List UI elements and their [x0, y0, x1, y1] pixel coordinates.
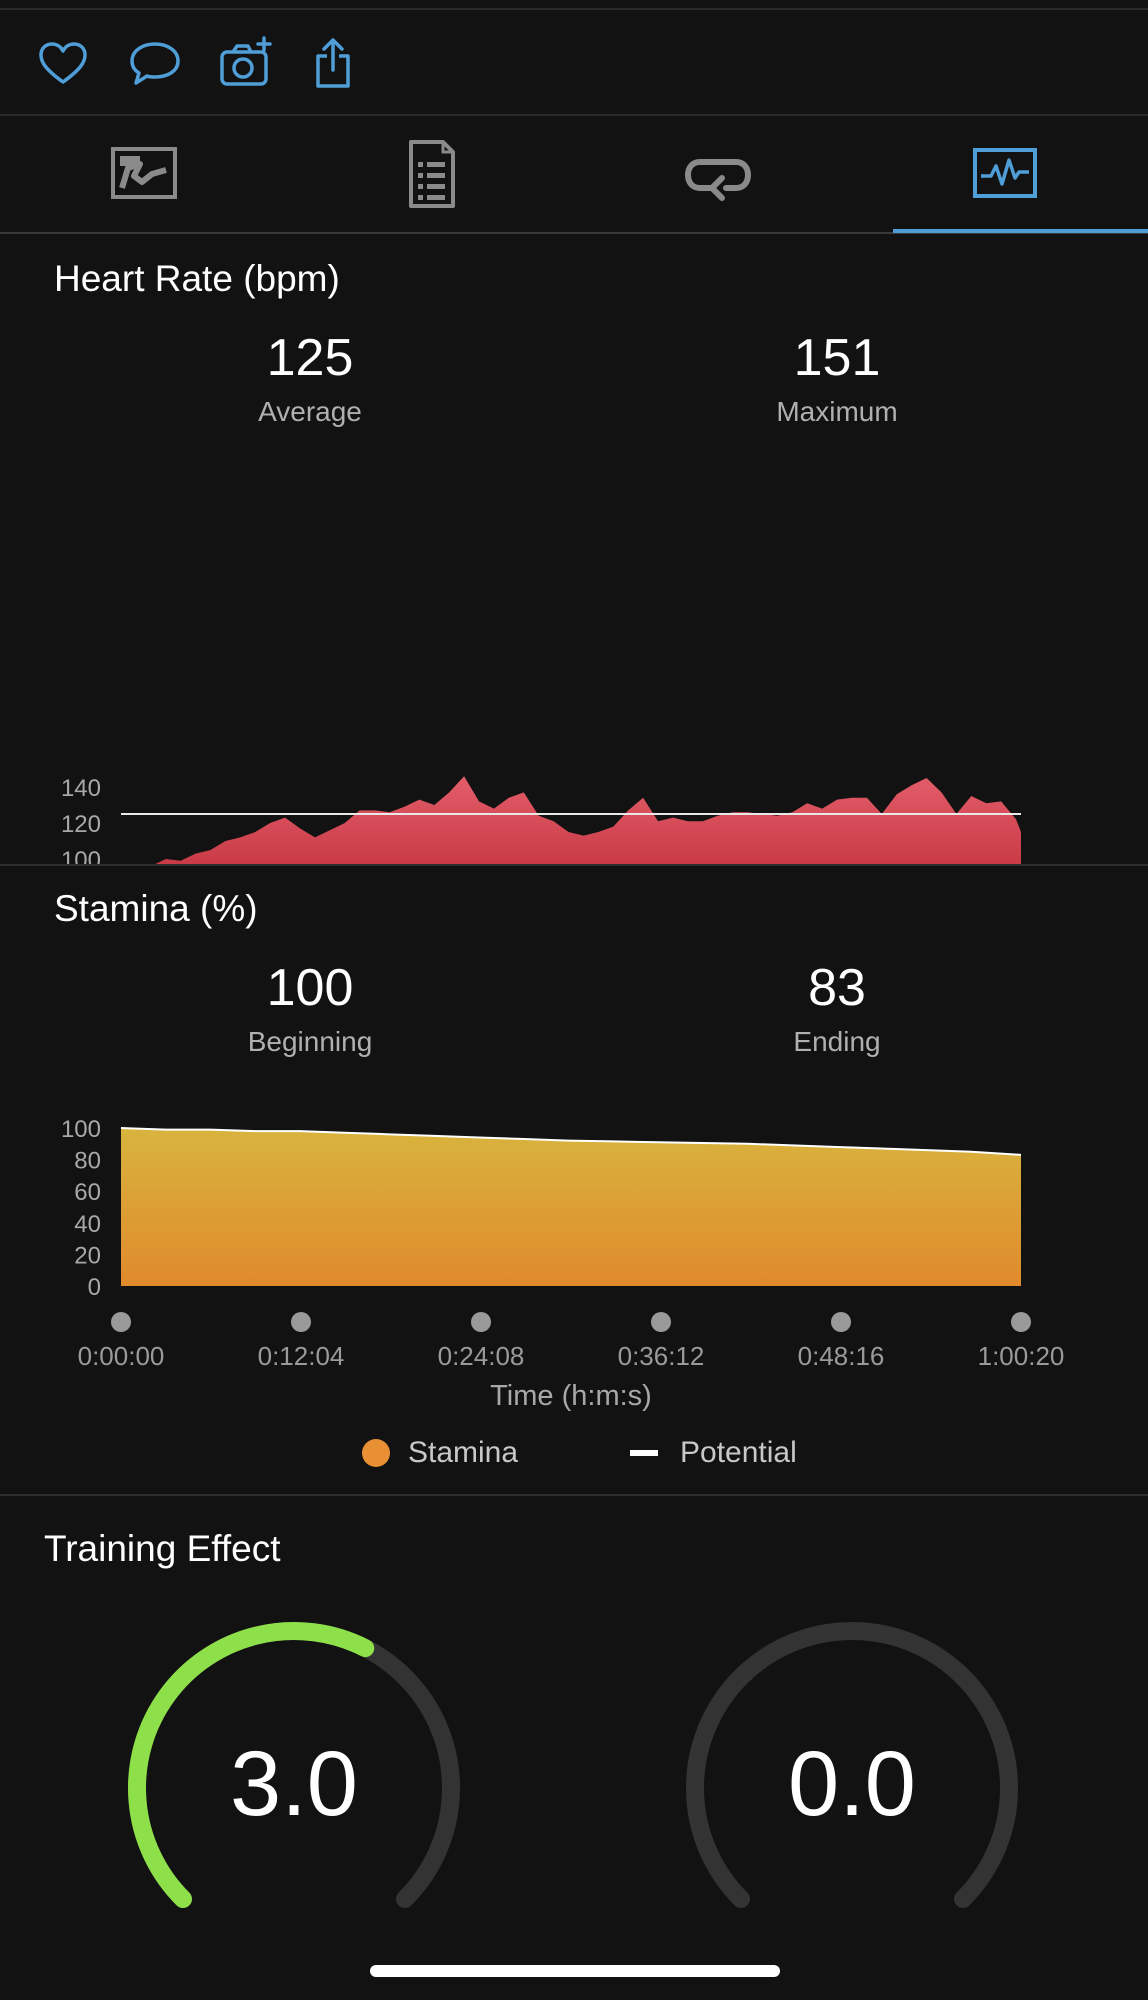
area-series-main: [151, 776, 1021, 866]
top-divider: [0, 8, 1148, 10]
x-tick-dot[interactable]: [831, 1312, 851, 1332]
tab-laps[interactable]: [574, 116, 861, 232]
home-indicator: [370, 1965, 780, 1977]
training-effect-section: Training Effect 3.0 0.0: [0, 1496, 1148, 2000]
legend-stamina: Stamina: [362, 1436, 518, 1470]
heart-rate-average-value: 125: [266, 329, 354, 387]
chart-pulse-icon: [972, 148, 1037, 198]
section-divider: [0, 1494, 1148, 1496]
potential-legend-line: [630, 1450, 658, 1456]
stamina-section: Stamina (%) 100 Beginning 83 Ending 0 20 4…: [0, 866, 1148, 1494]
stamina-title: Stamina (%): [54, 888, 258, 929]
legend-potential-label: Potential: [680, 1436, 797, 1469]
stamina-beginning-value: 100: [266, 959, 354, 1017]
legend-potential: Potential: [630, 1436, 797, 1470]
anaerobic-value: 0.0: [788, 1733, 916, 1835]
heart-rate-title: Heart Rate (bpm): [54, 258, 340, 299]
y-tick-label: 60: [74, 1179, 101, 1206]
heart-icon: [39, 42, 87, 84]
x-tick-label: 0:12:04: [258, 1341, 345, 1371]
x-tick-dot[interactable]: [111, 1312, 131, 1332]
comment-icon: [130, 42, 180, 85]
add-photo-button[interactable]: [216, 34, 276, 94]
x-tick-label: 0:24:08: [438, 1341, 525, 1371]
area-series-stamina: [121, 1128, 1021, 1286]
legend-stamina-label: Stamina: [408, 1436, 519, 1469]
action-bar: [0, 10, 1148, 116]
training-effect-title: Training Effect: [44, 1528, 281, 1569]
aerobic-gauge-arc: [128, 1622, 460, 1909]
laps-loop-icon: [684, 159, 751, 201]
y-tick-label: 20: [74, 1242, 101, 1269]
tab-summary[interactable]: [287, 116, 574, 232]
heart-rate-maximum-label: Maximum: [776, 396, 898, 427]
y-tick-label: 140: [61, 775, 101, 802]
stamina-beginning-label: Beginning: [247, 1026, 373, 1057]
tab-map[interactable]: [0, 116, 287, 232]
x-tick-label: 0:36:12: [618, 1341, 705, 1371]
x-tick-dot[interactable]: [651, 1312, 671, 1332]
x-tick-dot[interactable]: [471, 1312, 491, 1332]
x-tick-label: 0:48:16: [798, 1341, 885, 1371]
x-axis-label: Time (h:m:s): [490, 1380, 652, 1412]
x-tick-label: 1:00:20: [978, 1341, 1065, 1371]
heart-rate-average-label: Average: [258, 396, 362, 427]
heart-rate-chart: 60801001201400:00:000:12:040:24:080:36:1…: [61, 775, 1021, 866]
selected-tab-indicator: [893, 229, 1148, 233]
map-icon: [110, 147, 177, 199]
y-tick-label: 100: [61, 847, 101, 866]
share-icon: [316, 38, 350, 88]
aerobic-value: 3.0: [230, 1733, 358, 1835]
comment-button[interactable]: [125, 34, 185, 94]
stamina-ending-value: 83: [808, 959, 866, 1017]
aerobic-gauge[interactable]: 3.0: [118, 1612, 470, 1964]
stamina-ending-label: Ending: [793, 1026, 881, 1057]
anaerobic-gauge-arc: [686, 1622, 1018, 1909]
y-tick-label: 40: [74, 1211, 101, 1238]
anaerobic-gauge[interactable]: 0.0: [676, 1612, 1028, 1964]
heart-rate-maximum-value: 151: [793, 329, 881, 387]
summary-list-icon: [408, 140, 455, 208]
x-tick-dot[interactable]: [291, 1312, 311, 1332]
x-tick-label: 0:00:00: [78, 1341, 165, 1371]
section-divider: [0, 864, 1148, 866]
y-tick-label: 80: [74, 1148, 101, 1175]
y-tick-label: 120: [61, 811, 101, 838]
stamina-legend-dot: [362, 1439, 390, 1467]
line-series-potential: [120, 1127, 1022, 1156]
share-button[interactable]: [305, 34, 365, 94]
gauge-progress-arc: [128, 1622, 375, 1909]
tab-charts[interactable]: [861, 116, 1148, 232]
x-tick-dot[interactable]: [1011, 1312, 1031, 1332]
add-photo-icon: [220, 36, 272, 86]
heart-rate-section: Heart Rate (bpm) 125 Average 151 Maximum…: [0, 236, 1148, 866]
gauge-track: [686, 1622, 1018, 1909]
stamina-chart: 0 20 40 60 80 100 0:00:00 0:12:04 0:24:08 0:36:12…: [61, 1116, 1065, 1412]
y-tick-label: 100: [61, 1116, 101, 1143]
like-button[interactable]: [33, 34, 93, 94]
activity-tab-bar: [0, 116, 1148, 234]
y-tick-label: 0: [88, 1274, 101, 1301]
